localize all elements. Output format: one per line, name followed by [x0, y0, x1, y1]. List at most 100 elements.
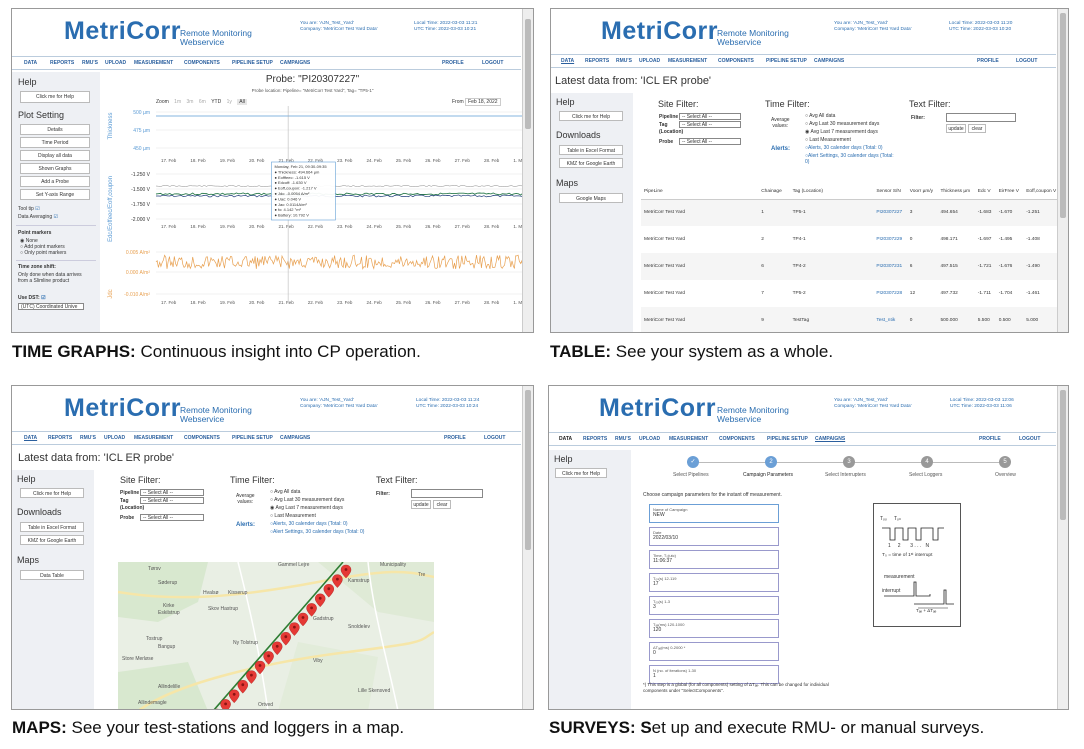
- nav-reports[interactable]: REPORTS: [48, 435, 73, 441]
- nav-campaigns[interactable]: CAMPAIGNS: [280, 60, 311, 66]
- col-header[interactable]: Voorr µm/y: [906, 185, 938, 200]
- campaign-field[interactable]: Time, T₀(utc) 11:06:37: [649, 550, 779, 569]
- table-cell[interactable]: Test_ntik: [876, 318, 896, 323]
- nav-upload[interactable]: UPLOAD: [104, 435, 126, 441]
- clear-button[interactable]: clear: [433, 500, 451, 509]
- campaign-field[interactable]: Name of Campaign NEW: [649, 504, 779, 523]
- table-cell[interactable]: PI20307231: [876, 264, 903, 269]
- avg-30-radio[interactable]: ○ Avg Last 30 measurement days: [805, 121, 880, 127]
- table-cell[interactable]: PI20307229: [876, 237, 903, 242]
- excel-button[interactable]: Table in Excel Format: [559, 145, 623, 155]
- table-row[interactable]: MetriCorr Test Yard 7 TP5-2 PI20307228 12 497…: [641, 280, 1061, 307]
- avg-all-radio[interactable]: ○ Avg All data: [805, 113, 836, 119]
- pm-only-radio[interactable]: ○ Only point markers: [20, 250, 67, 256]
- details-button[interactable]: Details: [20, 124, 90, 135]
- y-axis-range-button[interactable]: Set Y-axis Range: [20, 189, 90, 200]
- clear-button[interactable]: clear: [968, 124, 986, 133]
- alert-settings-link[interactable]: ○Alert Settings, 30 calender days (Total…: [805, 153, 894, 165]
- avg-7-radio[interactable]: ◉ Avg Last 7 measurement days: [270, 505, 343, 511]
- alerts-link[interactable]: ○Alerts, 30 calender days (Total: 0): [270, 521, 348, 527]
- nav-reports[interactable]: REPORTS: [585, 58, 610, 64]
- scrollbar[interactable]: [522, 9, 533, 332]
- nav-rmus[interactable]: RMU's: [616, 58, 632, 64]
- alerts-link[interactable]: ○Alerts, 30 calender days (Total: 0): [805, 145, 883, 151]
- help-button[interactable]: Click me for Help: [20, 91, 90, 103]
- campaign-field[interactable]: Tₒₙ(s) 12-119 17: [649, 573, 779, 592]
- zoom-ytd[interactable]: YTD: [211, 99, 222, 105]
- col-header[interactable]: Eoff,coupon V: [1023, 185, 1061, 200]
- nav-pipeline-setup[interactable]: PIPELINE SETUP: [766, 58, 807, 64]
- averaging-toggle[interactable]: Data Averaging ☑: [18, 214, 58, 220]
- nav-upload[interactable]: UPLOAD: [105, 60, 127, 66]
- help-button[interactable]: Click me for Help: [559, 111, 623, 121]
- probe-select[interactable]: -- Select All --: [140, 514, 204, 521]
- table-row[interactable]: MetriCorr Test Yard 9 TestTag Test_ntik 0 500…: [641, 307, 1061, 332]
- kmz-button[interactable]: KMZ for Google Earth: [20, 535, 84, 545]
- campaign-field[interactable]: Tₐₑ(ms) 120-1000 120: [649, 619, 779, 638]
- from-input[interactable]: Feb 18, 2022: [465, 98, 501, 106]
- step-5[interactable]: 5: [999, 456, 1011, 468]
- nav-profile[interactable]: PROFILE: [444, 435, 466, 441]
- avg-all-radio[interactable]: ○ Avg All data: [270, 489, 301, 495]
- pm-add-radio[interactable]: ○ Add point markers: [20, 244, 65, 250]
- nav-logout[interactable]: LOGOUT: [484, 435, 506, 441]
- tz-select[interactable]: (UTC) Coordinated Unive: [18, 303, 84, 310]
- nav-measurement[interactable]: MEASUREMENT: [134, 60, 174, 66]
- table-row[interactable]: MetriCorr Test Yard 2 TP4-1 PI20307229 0 498.…: [641, 226, 1061, 253]
- add-probe-button[interactable]: Add a Probe: [20, 176, 90, 187]
- avg-30-radio[interactable]: ○ Avg Last 30 measurement days: [270, 497, 345, 503]
- update-button[interactable]: update: [946, 124, 966, 133]
- tag-select[interactable]: -- Select All --: [679, 121, 741, 128]
- nav-profile[interactable]: PROFILE: [979, 436, 1001, 442]
- nav-profile[interactable]: PROFILE: [442, 60, 464, 66]
- nav-reports[interactable]: REPORTS: [50, 60, 75, 66]
- nav-logout[interactable]: LOGOUT: [1019, 436, 1041, 442]
- nav-components[interactable]: COMPONENTS: [184, 435, 220, 441]
- table-row[interactable]: MetriCorr Test Yard 1 TP5-1 PI20307227 3 494.…: [641, 199, 1061, 226]
- nav-measurement[interactable]: MEASUREMENT: [134, 435, 174, 441]
- col-header[interactable]: Thickness µm: [937, 185, 975, 200]
- step-1-check-icon[interactable]: ✓: [687, 456, 699, 468]
- col-header[interactable]: Sensor S/N: [873, 185, 907, 200]
- step-4[interactable]: 4: [921, 456, 933, 468]
- alert-settings-link[interactable]: ○Alert Settings, 30 calender days (Total…: [270, 529, 365, 535]
- nav-campaigns[interactable]: CAMPAIGNS: [815, 436, 846, 442]
- nav-measurement[interactable]: MEASUREMENT: [668, 58, 708, 64]
- step-3[interactable]: 3: [843, 456, 855, 468]
- nav-campaigns[interactable]: CAMPAIGNS: [280, 435, 311, 441]
- nav-components[interactable]: COMPONENTS: [719, 436, 755, 442]
- nav-data[interactable]: DATA: [24, 435, 38, 441]
- pipeline-select[interactable]: -- Select All --: [679, 113, 741, 120]
- zoom-6m[interactable]: 6m: [198, 99, 206, 105]
- nav-reports[interactable]: REPORTS: [583, 436, 608, 442]
- display-all-button[interactable]: Display all data: [20, 150, 90, 161]
- nav-rmus[interactable]: RMU's: [615, 436, 631, 442]
- col-header[interactable]: PipeLine: [641, 185, 759, 200]
- probe-select[interactable]: -- Select All --: [679, 138, 741, 145]
- nav-logout[interactable]: LOGOUT: [482, 60, 504, 66]
- col-header[interactable]: Edc V: [974, 185, 996, 200]
- nav-data[interactable]: DATA: [559, 436, 573, 442]
- col-header[interactable]: Tag (Location): [789, 185, 874, 200]
- nav-rmus[interactable]: RMU's: [82, 60, 98, 66]
- table-cell[interactable]: PI20307228: [876, 291, 903, 296]
- nav-components[interactable]: COMPONENTS: [184, 60, 220, 66]
- pipeline-select[interactable]: -- Select All --: [140, 489, 204, 496]
- zoom-3m[interactable]: 3m: [186, 99, 194, 105]
- nav-data[interactable]: DATA: [561, 58, 575, 64]
- nav-components[interactable]: COMPONENTS: [718, 58, 754, 64]
- col-header[interactable]: EirFree V: [995, 185, 1024, 200]
- google-maps-button[interactable]: Google Maps: [559, 193, 623, 203]
- avg-7-radio[interactable]: ◉ Avg Last 7 measurement days: [805, 129, 878, 135]
- nav-rmus[interactable]: RMU's: [80, 435, 96, 441]
- filter-input[interactable]: [411, 489, 483, 498]
- scrollbar[interactable]: [1057, 9, 1068, 332]
- campaign-field[interactable]: N (no. of iterations) 1-30 1: [649, 665, 779, 684]
- time-period-button[interactable]: Time Period: [20, 137, 90, 148]
- dst-toggle[interactable]: Use DST: ☑: [18, 295, 46, 301]
- campaign-field[interactable]: Date 2022/03/10: [649, 527, 779, 546]
- nav-pipeline-setup[interactable]: PIPELINE SETUP: [767, 436, 808, 442]
- tooltip-toggle[interactable]: Tool tip ☑: [18, 206, 40, 212]
- nav-logout[interactable]: LOGOUT: [1016, 58, 1038, 64]
- step-2-active[interactable]: 2: [765, 456, 777, 468]
